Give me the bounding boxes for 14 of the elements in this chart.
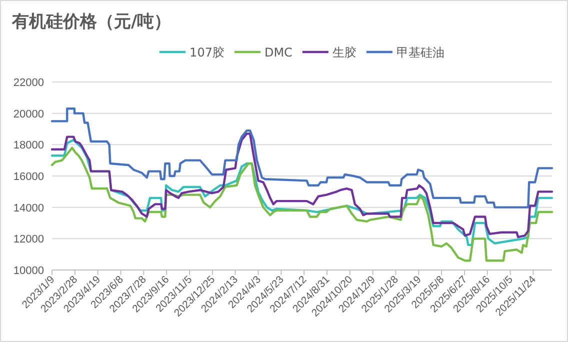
line-series [50, 108, 554, 208]
y-tick-label: 14000 [13, 202, 44, 214]
y-tick-label: 12000 [13, 234, 44, 246]
y-tick-label: 16000 [13, 171, 44, 183]
legend-label: 107胶 [190, 46, 224, 60]
chart-title: 有机硅价格（元/吨） [11, 12, 172, 32]
y-tick-label: 20000 [13, 108, 44, 120]
y-tick-label: 10000 [13, 265, 44, 277]
y-tick-label: 18000 [13, 140, 44, 152]
line-series [50, 146, 554, 262]
legend-label: 甲基硅油 [396, 46, 444, 60]
legend-label: DMC [264, 46, 292, 60]
y-tick-label: 22000 [13, 77, 44, 89]
legend-label: 生胶 [332, 46, 356, 60]
